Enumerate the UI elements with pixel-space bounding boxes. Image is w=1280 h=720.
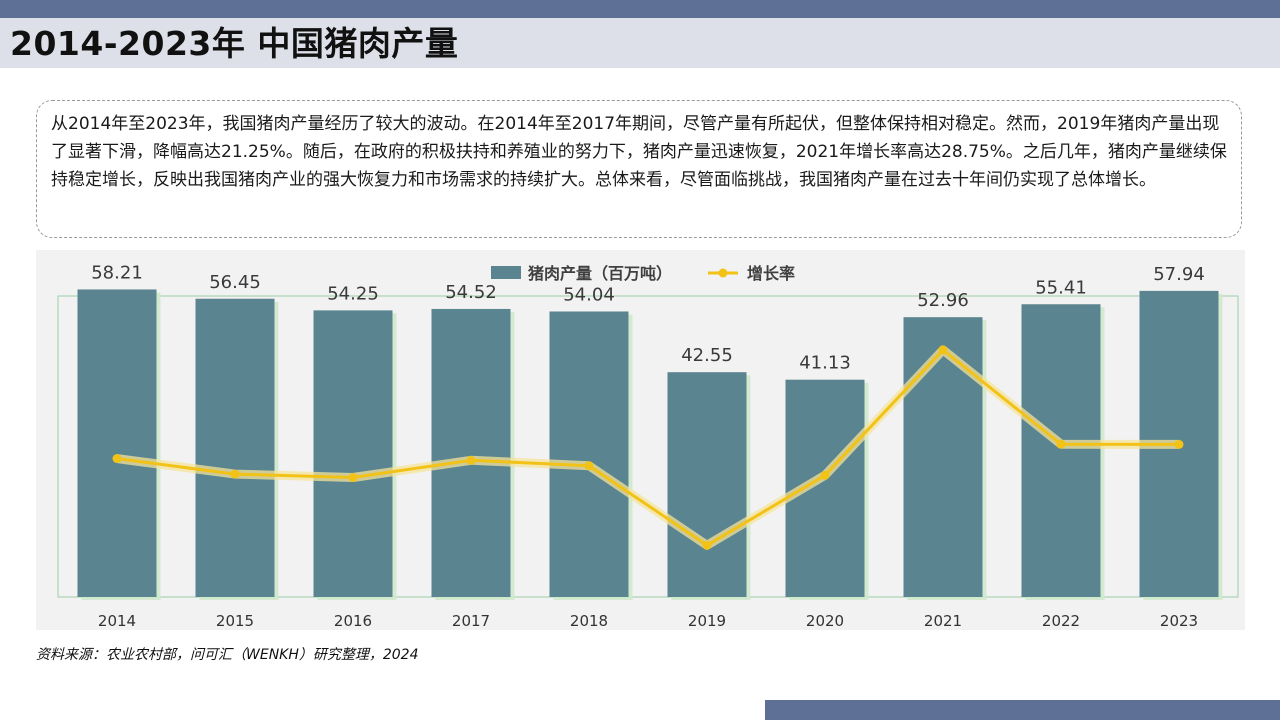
chart-panel: 58.21 56.45 54.25 54.52 54.04 42.55 41.13 52.96… — [36, 250, 1245, 630]
growth-point — [938, 345, 948, 355]
bar-value-label: 56.45 — [209, 272, 261, 293]
bar-value-label: 54.04 — [563, 284, 615, 305]
growth-point — [230, 469, 240, 479]
bar-value-label: 55.41 — [1035, 277, 1087, 298]
x-tick-label: 2019 — [688, 612, 726, 630]
bar — [903, 317, 983, 597]
growth-point — [820, 470, 830, 480]
bar — [667, 372, 747, 597]
legend-bar-label: 猪肉产量（百万吨） — [527, 264, 672, 283]
x-tick-label: 2017 — [452, 612, 490, 630]
x-tick-label: 2015 — [216, 612, 254, 630]
bar-value-label: 57.94 — [1153, 264, 1205, 285]
legend-line-label: 增长率 — [747, 264, 795, 283]
growth-point — [466, 455, 476, 465]
plot-area — [57, 295, 1239, 598]
growth-point — [584, 461, 594, 471]
bar — [1021, 304, 1101, 597]
pork-production-chart: 58.21 56.45 54.25 54.52 54.04 42.55 41.13 52.96… — [57, 262, 1239, 630]
bar — [77, 289, 157, 597]
bar — [431, 308, 511, 597]
x-tick-label: 2022 — [1042, 612, 1080, 630]
bar-value-label: 42.55 — [681, 345, 733, 366]
bar-value-label: 58.21 — [91, 262, 143, 283]
bar — [313, 310, 393, 597]
bar-value-label: 54.25 — [327, 283, 379, 304]
growth-point — [1056, 439, 1066, 449]
x-tick-label: 2021 — [924, 612, 962, 630]
x-tick-label: 2020 — [806, 612, 844, 630]
growth-point — [112, 454, 122, 464]
title-band — [0, 18, 1280, 68]
legend-bar-swatch — [491, 266, 521, 279]
growth-point — [702, 540, 712, 550]
bar — [195, 298, 275, 597]
page-title: 2014-2023年 中国猪肉产量 — [10, 24, 459, 63]
growth-line — [116, 348, 1180, 547]
bar-value-label: 52.96 — [917, 290, 969, 311]
bar-value-label: 41.13 — [799, 353, 851, 374]
x-tick-label: 2018 — [570, 612, 608, 630]
summary-text: 从2014年至2023年，我国猪肉产量经历了较大的波动。在2014年至2017年… — [51, 114, 1227, 190]
x-tick-label: 2014 — [98, 612, 136, 630]
source-note: 资料来源：农业农村部，问可汇（WENKH）研究整理，2024 — [36, 647, 419, 663]
bar — [549, 311, 629, 597]
summary-box: 从2014年至2023年，我国猪肉产量经历了较大的波动。在2014年至2017年… — [36, 100, 1242, 238]
growth-point — [348, 473, 358, 483]
top-accent-bar — [0, 0, 1280, 18]
bottom-accent-bar — [765, 700, 1280, 720]
growth-point — [1174, 439, 1184, 449]
x-tick-label: 2016 — [334, 612, 372, 630]
bar-value-label: 54.52 — [445, 282, 497, 303]
x-tick-label: 2023 — [1160, 612, 1198, 630]
legend-line-marker — [718, 268, 728, 278]
